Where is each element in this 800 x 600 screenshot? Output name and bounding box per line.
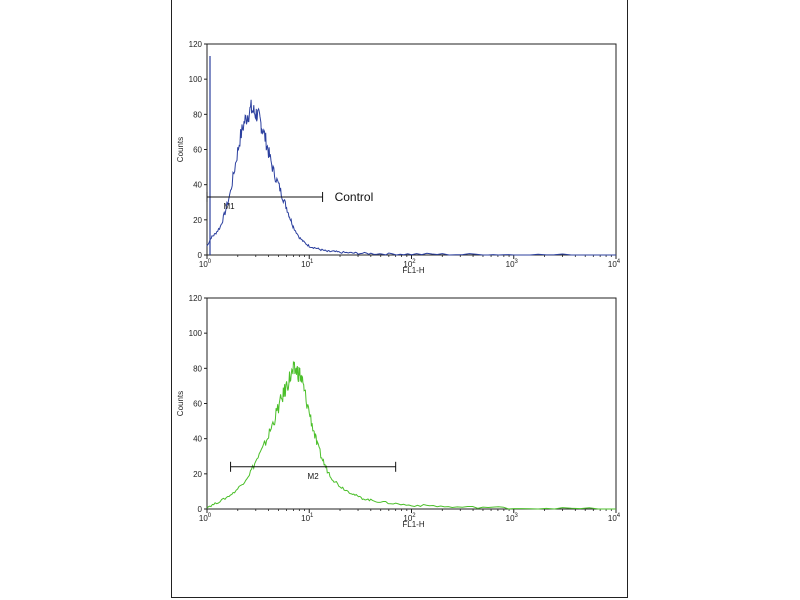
- figure-frame: [171, 0, 628, 598]
- gate-label: M1: [223, 202, 235, 211]
- y-tick-label: 100: [189, 329, 203, 338]
- y-tick-label: 0: [198, 505, 203, 514]
- x-tick-label: 103: [506, 259, 519, 269]
- histogram-series-line: [206, 99, 616, 256]
- histogram-panel-1: 0 20 40 60 80 100 120 100 101 102 103 104 FL1-H Count…: [176, 40, 621, 275]
- plot-area: [206, 297, 617, 510]
- x-axis-label: FL1-H: [402, 266, 424, 275]
- y-tick-label: 100: [189, 75, 203, 84]
- x-tick-label: 100: [199, 513, 212, 523]
- x-tick-label: 104: [608, 259, 621, 269]
- gate-label: M2: [308, 472, 320, 481]
- y-tick-label: 120: [189, 294, 203, 303]
- y-tick-label: 120: [189, 40, 203, 49]
- y-tick-label: 20: [193, 216, 202, 225]
- y-tick-label: 40: [193, 435, 202, 444]
- x-axis-label: FL1-H: [402, 520, 424, 529]
- x-tick-label: 103: [506, 513, 519, 523]
- control-annotation: Control: [335, 190, 374, 204]
- histogram-series-line: [206, 360, 616, 510]
- x-tick-label: 101: [301, 513, 314, 523]
- x-tick-label: 102: [403, 259, 416, 269]
- y-tick-label: 80: [193, 364, 202, 373]
- y-axis-label: Counts: [176, 391, 185, 416]
- y-tick-label: 60: [193, 400, 202, 409]
- x-tick-label: 101: [301, 259, 314, 269]
- histogram-panel-2: 0 20 40 60 80 100 120 100 101 102 103 104 FL1-H Count…: [176, 294, 621, 529]
- y-tick-label: 20: [193, 470, 202, 479]
- x-tick-label: 104: [608, 513, 621, 523]
- y-axis-label: Counts: [176, 137, 185, 162]
- y-tick-label: 0: [198, 251, 203, 260]
- x-tick-label: 100: [199, 259, 212, 269]
- y-tick-label: 40: [193, 181, 202, 190]
- y-tick-label: 80: [193, 110, 202, 119]
- x-tick-label: 102: [403, 513, 416, 523]
- y-tick-label: 60: [193, 146, 202, 155]
